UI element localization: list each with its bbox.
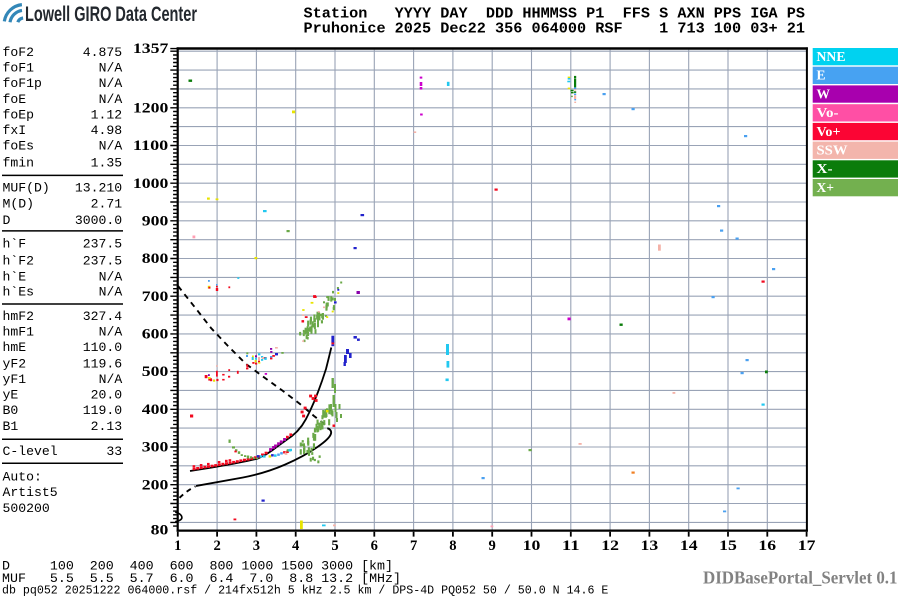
svg-text:1357: 1357 <box>133 41 168 57</box>
svg-text:1.35: 1.35 <box>91 156 123 171</box>
svg-text:B1: B1 <box>3 419 19 434</box>
svg-text:foE: foE <box>3 92 27 107</box>
svg-text:12: 12 <box>601 538 619 554</box>
svg-text:2.71: 2.71 <box>91 197 123 212</box>
svg-text:N/A: N/A <box>99 270 123 285</box>
svg-text:2.13: 2.13 <box>91 419 123 434</box>
svg-text:Auto:: Auto: <box>3 470 42 485</box>
svg-text:14: 14 <box>680 538 699 554</box>
svg-text:119.6: 119.6 <box>83 356 122 371</box>
svg-text:3000.0: 3000.0 <box>75 213 122 228</box>
svg-text:237.5: 237.5 <box>83 254 123 269</box>
svg-text:20.0: 20.0 <box>91 388 123 403</box>
svg-text:13: 13 <box>641 538 659 554</box>
svg-text:foEs: foEs <box>3 139 35 154</box>
svg-text:h`F: h`F <box>3 237 27 252</box>
svg-text:h`F2: h`F2 <box>3 254 35 269</box>
svg-text:5: 5 <box>331 538 338 554</box>
svg-text:X+: X+ <box>817 181 835 196</box>
svg-text:Pruhonice 2025 Dec22 356 06400: Pruhonice 2025 Dec22 356 064000 RSF 1 71… <box>304 19 806 37</box>
svg-text:400: 400 <box>142 402 169 418</box>
svg-text:hmE: hmE <box>3 340 27 355</box>
svg-text:15: 15 <box>719 538 737 554</box>
svg-text:Station YYYY DAY DDD HHMMSS: Station YYYY DAY DDD HHMMSS P1 FFS S AXN… <box>304 4 806 22</box>
svg-text:7: 7 <box>410 538 417 554</box>
svg-text:foEp: foEp <box>3 107 35 122</box>
svg-text:237.5: 237.5 <box>83 237 123 252</box>
svg-text:Vo-: Vo- <box>817 106 839 121</box>
svg-text:N/A: N/A <box>99 139 123 154</box>
svg-text:yF1: yF1 <box>3 372 27 387</box>
svg-text:SSW: SSW <box>817 144 848 159</box>
svg-text:Lowell GIRO Data Center: Lowell GIRO Data Center <box>25 3 197 26</box>
svg-text:17: 17 <box>798 538 816 554</box>
svg-text:16: 16 <box>758 538 776 554</box>
svg-text:600: 600 <box>142 327 169 343</box>
svg-text:Vo+: Vo+ <box>817 125 841 140</box>
svg-text:NNE: NNE <box>817 50 846 65</box>
svg-text:8: 8 <box>449 538 456 554</box>
svg-text:327.4: 327.4 <box>83 309 123 324</box>
svg-text:3: 3 <box>253 538 260 554</box>
svg-text:119.0: 119.0 <box>83 403 123 418</box>
svg-text:4.98: 4.98 <box>91 123 123 138</box>
svg-text:500200: 500200 <box>3 501 50 516</box>
svg-text:13.210: 13.210 <box>75 181 122 196</box>
svg-text:1000: 1000 <box>133 176 168 192</box>
svg-text:h`Es: h`Es <box>3 285 35 300</box>
svg-text:900: 900 <box>142 213 169 229</box>
svg-text:B0: B0 <box>3 403 19 418</box>
svg-text:500: 500 <box>142 364 169 380</box>
svg-text:11: 11 <box>562 538 580 554</box>
svg-text:33: 33 <box>106 444 122 459</box>
svg-text:2: 2 <box>213 538 220 554</box>
svg-text:9: 9 <box>489 538 496 554</box>
svg-text:hmF2: hmF2 <box>3 309 35 324</box>
svg-text:800: 800 <box>142 251 169 267</box>
svg-text:DIDBasePortal_Servlet 0.1: DIDBasePortal_Servlet 0.1 <box>703 568 898 588</box>
svg-text:foF1p: foF1p <box>3 76 42 91</box>
svg-text:yF2: yF2 <box>3 356 27 371</box>
svg-text:foF2: foF2 <box>3 45 35 60</box>
svg-text:db pq052 20251222 064000.rsf /: db pq052 20251222 064000.rsf / 214fx512h… <box>2 585 608 598</box>
svg-text:4: 4 <box>292 538 300 554</box>
svg-text:MUF(D): MUF(D) <box>3 181 50 196</box>
svg-text:6: 6 <box>371 538 378 554</box>
svg-text:Artist5: Artist5 <box>3 485 58 500</box>
svg-text:N/A: N/A <box>99 61 123 76</box>
svg-text:D 100 200 400 600 800: D 100 200 400 600 800 1000 1500 3000 [km… <box>2 559 393 574</box>
svg-text:M(D): M(D) <box>3 197 35 212</box>
svg-text:110.0: 110.0 <box>83 340 123 355</box>
svg-text:1: 1 <box>174 538 181 554</box>
svg-text:E: E <box>817 69 826 84</box>
svg-text:10: 10 <box>523 538 541 554</box>
svg-text:N/A: N/A <box>99 325 123 340</box>
svg-text:MUF 5.5 5.5 5.7 6.0 6.4: MUF 5.5 5.5 5.7 6.0 6.4 7.0 8.8 13.2 [MH… <box>2 571 401 586</box>
svg-text:700: 700 <box>142 289 169 305</box>
svg-text:foF1: foF1 <box>3 61 35 76</box>
svg-text:fxI: fxI <box>3 123 27 138</box>
svg-text:1100: 1100 <box>133 138 168 154</box>
svg-text:W: W <box>817 87 831 102</box>
svg-text:N/A: N/A <box>99 372 123 387</box>
svg-text:hmF1: hmF1 <box>3 325 35 340</box>
svg-text:h`E: h`E <box>3 270 27 285</box>
svg-text:N/A: N/A <box>99 92 123 107</box>
svg-text:80: 80 <box>151 523 169 539</box>
svg-text:C-level: C-level <box>3 444 58 459</box>
svg-text:X-: X- <box>817 162 833 177</box>
svg-text:N/A: N/A <box>99 76 123 91</box>
svg-text:1.12: 1.12 <box>91 107 123 122</box>
svg-text:N/A: N/A <box>99 285 123 300</box>
svg-text:D: D <box>3 213 11 228</box>
svg-text:300: 300 <box>142 440 169 456</box>
svg-text:1200: 1200 <box>133 100 168 116</box>
svg-text:yE: yE <box>3 388 19 403</box>
svg-text:200: 200 <box>142 477 169 493</box>
svg-text:4.875: 4.875 <box>83 45 123 60</box>
svg-text:fmin: fmin <box>3 156 35 171</box>
